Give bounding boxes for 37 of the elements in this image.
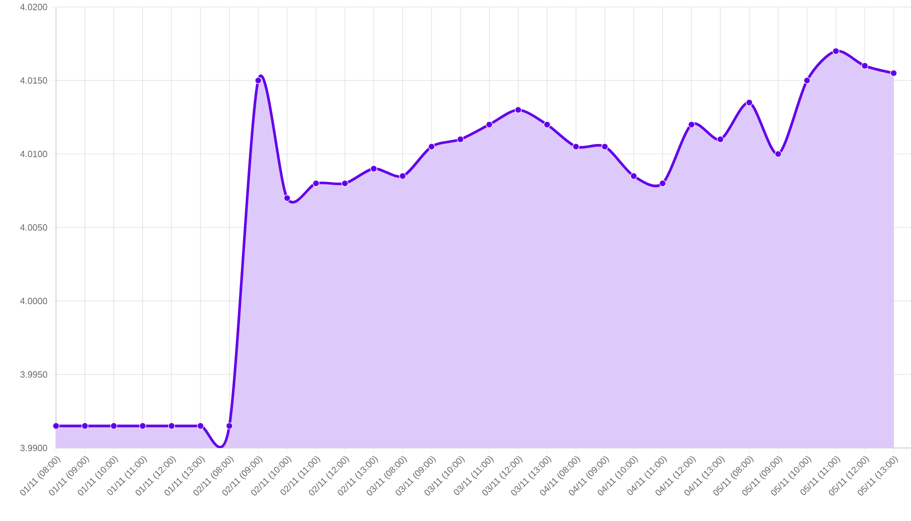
point (399, 172, 406, 180)
point (630, 172, 638, 180)
point (81, 422, 88, 430)
point (659, 180, 666, 187)
point (890, 70, 898, 77)
point (572, 143, 580, 150)
point (804, 76, 811, 84)
point (544, 121, 551, 128)
point (456, 136, 464, 143)
y-tick-label: 4.0200 (20, 4, 48, 10)
point (514, 106, 522, 114)
point (370, 165, 378, 172)
point (312, 180, 320, 187)
point (746, 99, 753, 106)
point (601, 143, 608, 150)
point (254, 76, 262, 84)
point (428, 143, 436, 150)
y-tick-label: 4.0100 (20, 150, 48, 158)
point (196, 422, 204, 430)
point (861, 62, 868, 70)
point (110, 422, 118, 430)
y-tick-label: 4.0150 (20, 77, 48, 84)
y-tick-label: 4.0050 (20, 224, 48, 231)
point (341, 180, 348, 187)
point (226, 422, 233, 430)
point (284, 194, 291, 202)
y-tick-label: 3.9950 (20, 371, 48, 378)
point (716, 136, 724, 143)
point (139, 422, 146, 430)
point (168, 422, 176, 430)
point (774, 150, 782, 158)
y-tick-label: 3.9900 (20, 444, 48, 452)
point (486, 121, 493, 128)
point (688, 121, 695, 128)
point (832, 48, 840, 55)
point (52, 422, 60, 430)
y-tick-label: 4.0000 (20, 298, 48, 304)
